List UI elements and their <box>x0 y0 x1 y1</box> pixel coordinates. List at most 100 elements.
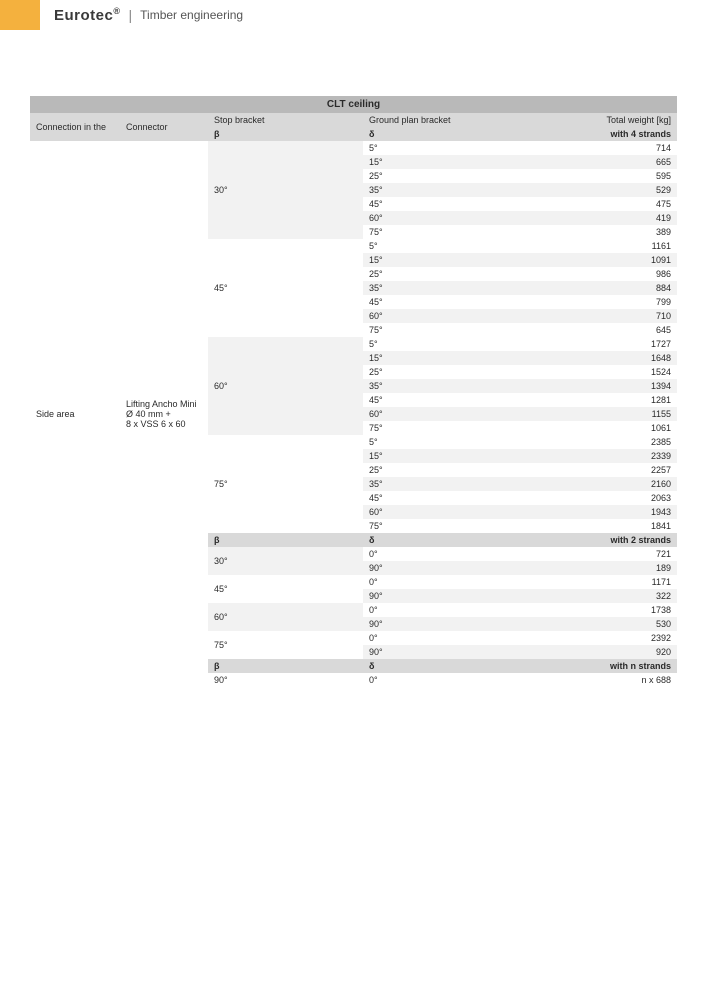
cell-delta: 25° <box>363 463 518 477</box>
cell-weight: 1841 <box>518 519 677 533</box>
cell-weight: 2257 <box>518 463 677 477</box>
cell-weight: 475 <box>518 197 677 211</box>
col-strands2: with 2 strands <box>518 533 677 547</box>
cell-delta-n: 0° <box>363 673 518 687</box>
cell-weight: 2385 <box>518 435 677 449</box>
cell-delta: 75° <box>363 421 518 435</box>
cell-delta: 15° <box>363 253 518 267</box>
cell-weight: 710 <box>518 309 677 323</box>
col-delta-2: δ <box>363 533 518 547</box>
cell-delta: 25° <box>363 365 518 379</box>
cell-connector: Lifting Ancho Mini Ø 40 mm + 8 x VSS 6 x… <box>120 141 208 687</box>
cell-weight: 322 <box>518 589 677 603</box>
col-beta-2: β <box>208 533 363 547</box>
cell-weight: 389 <box>518 225 677 239</box>
cell-weight: 920 <box>518 645 677 659</box>
cell-weight: 884 <box>518 281 677 295</box>
cell-weight: 529 <box>518 183 677 197</box>
cell-weight: 1091 <box>518 253 677 267</box>
cell-weight: 1524 <box>518 365 677 379</box>
cell-weight: 1727 <box>518 337 677 351</box>
cell-beta: 75° <box>208 631 363 659</box>
cell-delta: 60° <box>363 211 518 225</box>
cell-delta: 5° <box>363 337 518 351</box>
orange-accent <box>0 0 40 30</box>
cell-weight: 1394 <box>518 379 677 393</box>
cell-weight: 1171 <box>518 575 677 589</box>
col-connection: Connection in the <box>30 113 120 141</box>
cell-delta: 5° <box>363 239 518 253</box>
cell-delta: 25° <box>363 267 518 281</box>
cell-beta: 30° <box>208 141 363 239</box>
brand-divider: | <box>129 7 133 23</box>
col-strandsn: with n strands <box>518 659 677 673</box>
cell-weight: 1943 <box>518 505 677 519</box>
cell-beta: 45° <box>208 575 363 603</box>
cell-weight: 419 <box>518 211 677 225</box>
cell-weight: 2063 <box>518 491 677 505</box>
cell-beta: 30° <box>208 547 363 575</box>
table-container: CLT ceilingConnection in theConnectorSto… <box>30 96 677 687</box>
cell-beta: 45° <box>208 239 363 337</box>
cell-delta: 75° <box>363 225 518 239</box>
cell-delta: 90° <box>363 589 518 603</box>
brand-text: Eurotec <box>54 7 113 24</box>
cell-weight: 189 <box>518 561 677 575</box>
cell-delta: 90° <box>363 617 518 631</box>
cell-delta: 35° <box>363 379 518 393</box>
cell-delta: 75° <box>363 519 518 533</box>
cell-weight: 799 <box>518 295 677 309</box>
cell-delta: 0° <box>363 631 518 645</box>
brand-name: Eurotec® <box>54 6 121 24</box>
cell-delta: 60° <box>363 407 518 421</box>
table-title: CLT ceiling <box>30 96 677 113</box>
cell-delta: 0° <box>363 603 518 617</box>
cell-delta: 35° <box>363 281 518 295</box>
page-header: Eurotec® | Timber engineering <box>0 0 707 30</box>
cell-delta: 15° <box>363 351 518 365</box>
cell-delta: 25° <box>363 169 518 183</box>
col-connector: Connector <box>120 113 208 141</box>
cell-delta: 45° <box>363 295 518 309</box>
cell-weight: 1061 <box>518 421 677 435</box>
cell-weight: 1648 <box>518 351 677 365</box>
cell-weight: 1738 <box>518 603 677 617</box>
col-delta-n: δ <box>363 659 518 673</box>
cell-weight: 1161 <box>518 239 677 253</box>
cell-delta: 60° <box>363 505 518 519</box>
brand-block: Eurotec® | Timber engineering <box>40 0 243 30</box>
cell-weight: 714 <box>518 141 677 155</box>
cell-weight-n: n x 688 <box>518 673 677 687</box>
cell-delta: 60° <box>363 309 518 323</box>
cell-weight: 1281 <box>518 393 677 407</box>
cell-weight: 986 <box>518 267 677 281</box>
col-beta-n: β <box>208 659 363 673</box>
cell-delta: 0° <box>363 575 518 589</box>
cell-weight: 721 <box>518 547 677 561</box>
cell-delta: 35° <box>363 477 518 491</box>
clt-table: CLT ceilingConnection in theConnectorSto… <box>30 96 677 687</box>
cell-beta: 75° <box>208 435 363 533</box>
col-delta: δ <box>363 127 518 141</box>
cell-delta: 15° <box>363 449 518 463</box>
brand-reg: ® <box>113 6 120 16</box>
col-strands4: with 4 strands <box>518 127 677 141</box>
cell-beta: 60° <box>208 603 363 631</box>
cell-weight: 2392 <box>518 631 677 645</box>
cell-weight: 2339 <box>518 449 677 463</box>
cell-weight: 645 <box>518 323 677 337</box>
cell-delta: 5° <box>363 141 518 155</box>
cell-weight: 530 <box>518 617 677 631</box>
col-total-weight: Total weight [kg] <box>518 113 677 127</box>
cell-weight: 665 <box>518 155 677 169</box>
cell-delta: 75° <box>363 323 518 337</box>
cell-weight: 2160 <box>518 477 677 491</box>
cell-delta: 90° <box>363 645 518 659</box>
brand-subtitle: Timber engineering <box>140 8 243 22</box>
cell-beta: 60° <box>208 337 363 435</box>
cell-delta: 45° <box>363 197 518 211</box>
col-ground-plan: Ground plan bracket <box>363 113 518 127</box>
cell-delta: 15° <box>363 155 518 169</box>
cell-delta: 45° <box>363 393 518 407</box>
col-beta: β <box>208 127 363 141</box>
